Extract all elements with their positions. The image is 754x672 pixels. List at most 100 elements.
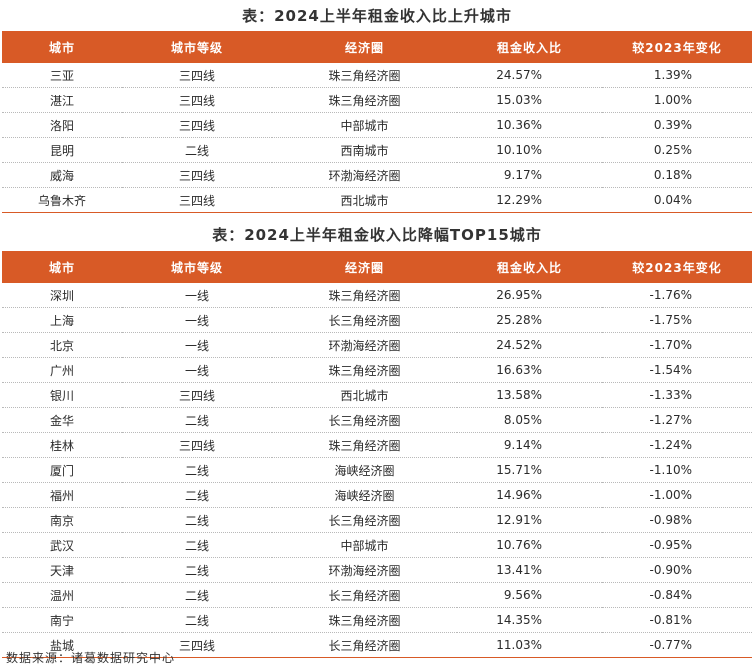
cell-city-tier: 三四线 bbox=[122, 632, 272, 658]
cell-change-vs-2023: -1.24% bbox=[602, 432, 752, 458]
cell-change-vs-2023: -0.84% bbox=[602, 582, 752, 608]
cell-economic-zone: 海峡经济圈 bbox=[272, 457, 457, 483]
cell-economic-zone: 海峡经济圈 bbox=[272, 482, 457, 508]
cell-city-tier: 一线 bbox=[122, 307, 272, 333]
cell-economic-zone: 珠三角经济圈 bbox=[272, 357, 457, 383]
table-row: 福州 二线 海峡经济圈 14.96% -1.00% bbox=[2, 482, 752, 508]
table-row: 金华 二线 长三角经济圈 8.05% -1.27% bbox=[2, 407, 752, 433]
cell-economic-zone: 长三角经济圈 bbox=[272, 632, 457, 658]
cell-rent-income-ratio: 9.14% bbox=[457, 432, 602, 458]
cell-city: 威海 bbox=[2, 162, 122, 188]
cell-change-vs-2023: 1.00% bbox=[602, 87, 752, 113]
table-row: 南宁 二线 珠三角经济圈 14.35% -0.81% bbox=[2, 607, 752, 633]
cell-economic-zone: 环渤海经济圈 bbox=[272, 332, 457, 358]
cell-rent-income-ratio: 13.58% bbox=[457, 382, 602, 408]
cell-economic-zone: 环渤海经济圈 bbox=[272, 557, 457, 583]
cell-change-vs-2023: -0.77% bbox=[602, 632, 752, 658]
column-header-economic-zone: 经济圈 bbox=[272, 31, 457, 63]
cell-economic-zone: 珠三角经济圈 bbox=[272, 607, 457, 633]
cell-city-tier: 二线 bbox=[122, 137, 272, 163]
cell-change-vs-2023: 0.18% bbox=[602, 162, 752, 188]
column-header-rent-income-ratio: 租金收入比 bbox=[457, 31, 602, 63]
table2-title: 表：2024上半年租金收入比降幅TOP15城市 bbox=[212, 226, 542, 244]
table-row: 武汉 二线 中部城市 10.76% -0.95% bbox=[2, 532, 752, 558]
column-header-city: 城市 bbox=[2, 251, 122, 283]
cell-city: 昆明 bbox=[2, 137, 122, 163]
column-header-city-tier: 城市等级 bbox=[122, 31, 272, 63]
cell-city-tier: 二线 bbox=[122, 482, 272, 508]
cell-city-tier: 一线 bbox=[122, 283, 272, 308]
cell-economic-zone: 中部城市 bbox=[272, 532, 457, 558]
rent-decrease-table: 城市 城市等级 经济圈 租金收入比 较2023年变化 深圳 一线 珠三角经济圈 26.95% -… bbox=[2, 251, 752, 658]
cell-change-vs-2023: -1.00% bbox=[602, 482, 752, 508]
cell-change-vs-2023: -1.33% bbox=[602, 382, 752, 408]
column-header-city-tier: 城市等级 bbox=[122, 251, 272, 283]
table-row: 洛阳 三四线 中部城市 10.36% 0.39% bbox=[2, 112, 752, 138]
cell-economic-zone: 珠三角经济圈 bbox=[272, 63, 457, 88]
cell-city-tier: 三四线 bbox=[122, 382, 272, 408]
column-header-change-vs-2023: 较2023年变化 bbox=[602, 31, 752, 63]
table-row: 厦门 二线 海峡经济圈 15.71% -1.10% bbox=[2, 457, 752, 483]
cell-economic-zone: 长三角经济圈 bbox=[272, 507, 457, 533]
cell-change-vs-2023: -0.81% bbox=[602, 607, 752, 633]
cell-city: 上海 bbox=[2, 307, 122, 333]
table-row: 银川 三四线 西北城市 13.58% -1.33% bbox=[2, 382, 752, 408]
cell-city: 北京 bbox=[2, 332, 122, 358]
table-header-row: 城市 城市等级 经济圈 租金收入比 较2023年变化 bbox=[2, 31, 752, 63]
cell-economic-zone: 环渤海经济圈 bbox=[272, 162, 457, 188]
cell-city: 温州 bbox=[2, 582, 122, 608]
table-row: 桂林 三四线 珠三角经济圈 9.14% -1.24% bbox=[2, 432, 752, 458]
cell-rent-income-ratio: 11.03% bbox=[457, 632, 602, 658]
table-row: 昆明 二线 西南城市 10.10% 0.25% bbox=[2, 137, 752, 163]
cell-rent-income-ratio: 15.71% bbox=[457, 457, 602, 483]
cell-economic-zone: 珠三角经济圈 bbox=[272, 283, 457, 308]
table-row: 乌鲁木齐 三四线 西北城市 12.29% 0.04% bbox=[2, 187, 752, 213]
table-row: 南京 二线 长三角经济圈 12.91% -0.98% bbox=[2, 507, 752, 533]
cell-rent-income-ratio: 24.57% bbox=[457, 63, 602, 88]
cell-economic-zone: 珠三角经济圈 bbox=[272, 87, 457, 113]
cell-city: 福州 bbox=[2, 482, 122, 508]
cell-change-vs-2023: -1.10% bbox=[602, 457, 752, 483]
cell-rent-income-ratio: 12.29% bbox=[457, 187, 602, 213]
table-row: 威海 三四线 环渤海经济圈 9.17% 0.18% bbox=[2, 162, 752, 188]
cell-city: 厦门 bbox=[2, 457, 122, 483]
cell-city: 南宁 bbox=[2, 607, 122, 633]
cell-city-tier: 二线 bbox=[122, 507, 272, 533]
cell-city-tier: 三四线 bbox=[122, 162, 272, 188]
data-source-note: 数据来源：诸葛数据研究中心 bbox=[6, 651, 176, 665]
column-header-city: 城市 bbox=[2, 31, 122, 63]
cell-rent-income-ratio: 10.36% bbox=[457, 112, 602, 138]
cell-change-vs-2023: -1.27% bbox=[602, 407, 752, 433]
cell-economic-zone: 长三角经济圈 bbox=[272, 407, 457, 433]
cell-rent-income-ratio: 10.10% bbox=[457, 137, 602, 163]
cell-change-vs-2023: -1.70% bbox=[602, 332, 752, 358]
cell-change-vs-2023: 0.39% bbox=[602, 112, 752, 138]
cell-rent-income-ratio: 10.76% bbox=[457, 532, 602, 558]
cell-city-tier: 二线 bbox=[122, 407, 272, 433]
table-row: 上海 一线 长三角经济圈 25.28% -1.75% bbox=[2, 307, 752, 333]
cell-change-vs-2023: -0.98% bbox=[602, 507, 752, 533]
table-row: 天津 二线 环渤海经济圈 13.41% -0.90% bbox=[2, 557, 752, 583]
cell-city: 三亚 bbox=[2, 63, 122, 88]
cell-economic-zone: 中部城市 bbox=[272, 112, 457, 138]
column-header-rent-income-ratio: 租金收入比 bbox=[457, 251, 602, 283]
cell-change-vs-2023: 0.25% bbox=[602, 137, 752, 163]
cell-city-tier: 一线 bbox=[122, 332, 272, 358]
cell-city-tier: 三四线 bbox=[122, 112, 272, 138]
cell-economic-zone: 西北城市 bbox=[272, 382, 457, 408]
cell-change-vs-2023: -0.90% bbox=[602, 557, 752, 583]
cell-economic-zone: 珠三角经济圈 bbox=[272, 432, 457, 458]
cell-economic-zone: 长三角经济圈 bbox=[272, 307, 457, 333]
cell-city: 桂林 bbox=[2, 432, 122, 458]
cell-change-vs-2023: -1.75% bbox=[602, 307, 752, 333]
table1-title: 表：2024上半年租金收入比上升城市 bbox=[242, 7, 512, 25]
cell-city: 金华 bbox=[2, 407, 122, 433]
column-header-economic-zone: 经济圈 bbox=[272, 251, 457, 283]
cell-city: 南京 bbox=[2, 507, 122, 533]
cell-change-vs-2023: 1.39% bbox=[602, 63, 752, 88]
cell-rent-income-ratio: 13.41% bbox=[457, 557, 602, 583]
cell-city-tier: 一线 bbox=[122, 357, 272, 383]
table-row: 北京 一线 环渤海经济圈 24.52% -1.70% bbox=[2, 332, 752, 358]
table-row: 温州 二线 长三角经济圈 9.56% -0.84% bbox=[2, 582, 752, 608]
cell-rent-income-ratio: 15.03% bbox=[457, 87, 602, 113]
